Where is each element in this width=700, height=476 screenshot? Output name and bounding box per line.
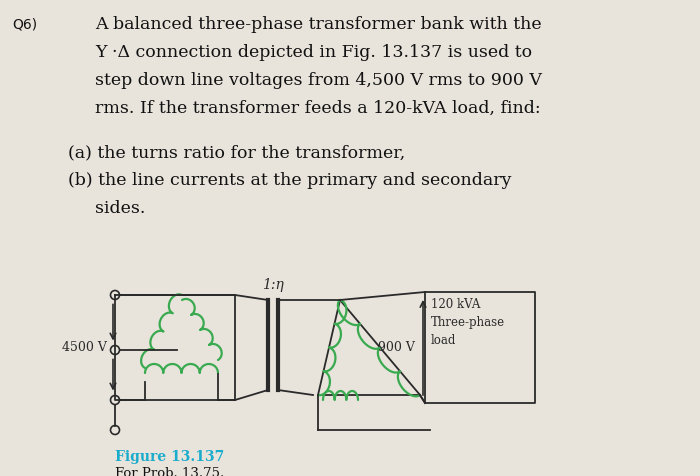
Text: Q6): Q6) [12, 18, 37, 32]
Text: 900 V: 900 V [378, 341, 415, 354]
Text: Three-phase: Three-phase [431, 316, 505, 329]
Text: (b) the line currents at the primary and secondary: (b) the line currents at the primary and… [68, 172, 512, 189]
Text: 1:η: 1:η [262, 278, 284, 292]
Text: 4500 V: 4500 V [62, 341, 107, 354]
Text: load: load [431, 334, 456, 347]
Text: (a) the turns ratio for the transformer,: (a) the turns ratio for the transformer, [68, 144, 405, 161]
Text: step down line voltages from 4,500 V rms to 900 V: step down line voltages from 4,500 V rms… [95, 72, 542, 89]
Text: Figure 13.137: Figure 13.137 [115, 450, 224, 464]
Text: 120 kVA: 120 kVA [431, 298, 480, 311]
Text: Y ·Δ connection depicted in Fig. 13.137 is used to: Y ·Δ connection depicted in Fig. 13.137 … [95, 44, 532, 61]
Text: sides.: sides. [95, 200, 146, 217]
Text: A balanced three-phase transformer bank with the: A balanced three-phase transformer bank … [95, 16, 542, 33]
Text: For Prob. 13.75.: For Prob. 13.75. [115, 467, 224, 476]
Text: rms. If the transformer feeds a 120-kVA load, find:: rms. If the transformer feeds a 120-kVA … [95, 100, 540, 117]
